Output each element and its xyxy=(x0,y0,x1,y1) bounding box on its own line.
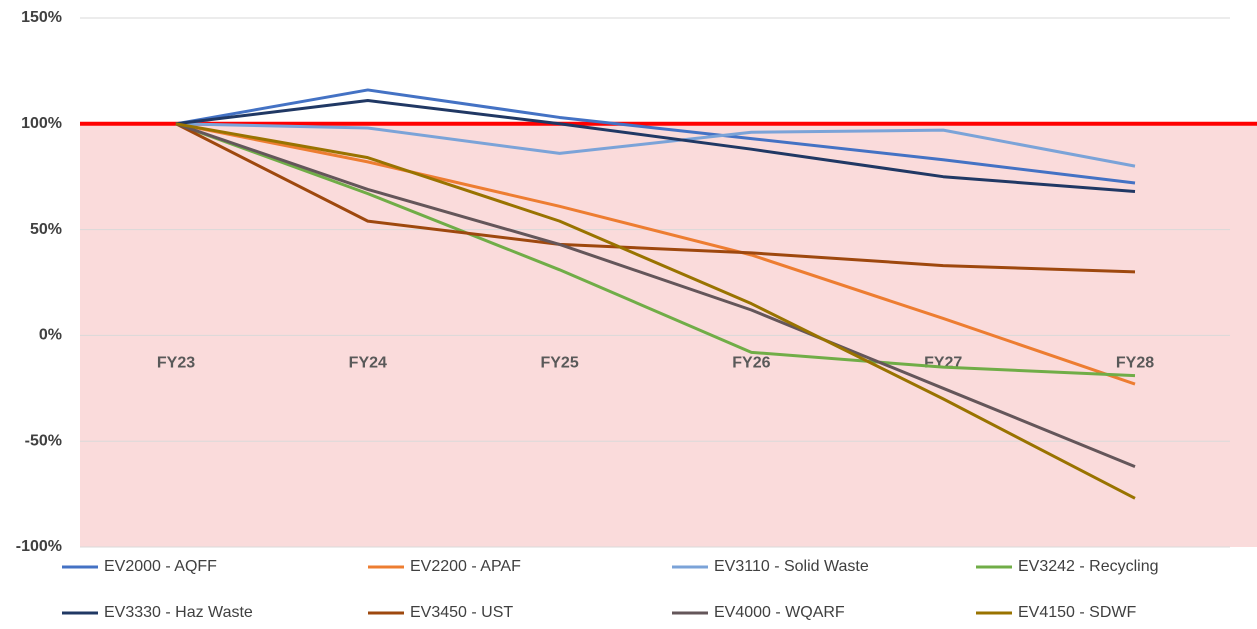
y-tick-label: -50% xyxy=(25,432,62,449)
y-tick-label: -100% xyxy=(16,538,62,555)
y-tick-label: 100% xyxy=(21,115,62,132)
legend-label: EV4000 - WQARF xyxy=(714,604,845,621)
x-tick-label: FY26 xyxy=(732,355,770,372)
x-tick-label: FY25 xyxy=(540,355,578,372)
series-line xyxy=(175,122,1136,500)
series-line xyxy=(175,122,1136,274)
legend-label: EV3330 - Haz Waste xyxy=(104,604,253,621)
y-tick-label: 150% xyxy=(21,9,62,26)
legend-label: EV2200 - APAF xyxy=(410,558,521,575)
x-tick-label: FY24 xyxy=(349,355,387,372)
legend-label: EV2000 - AQFF xyxy=(104,558,217,575)
series-line xyxy=(175,122,1136,386)
legend-label: EV3450 - UST xyxy=(410,604,513,621)
series-line xyxy=(175,122,1136,468)
legend-label: EV3110 - Solid Waste xyxy=(714,558,869,575)
x-tick-label: FY23 xyxy=(157,355,195,372)
legend-label: EV3242 - Recycling xyxy=(1018,558,1159,575)
y-tick-label: 50% xyxy=(30,221,62,238)
series-line xyxy=(175,122,1136,378)
y-tick-label: 0% xyxy=(39,327,62,344)
x-tick-label: FY28 xyxy=(1116,355,1154,372)
series-line xyxy=(175,88,1136,185)
series-line xyxy=(175,122,1136,168)
series-line xyxy=(175,99,1136,194)
legend-label: EV4150 - SDWF xyxy=(1018,604,1136,621)
